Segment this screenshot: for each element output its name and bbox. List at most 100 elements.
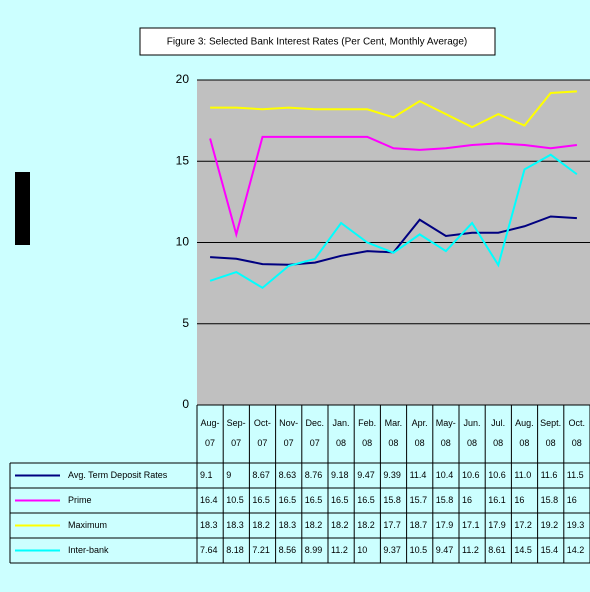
y-tick-label: 15 — [176, 153, 190, 167]
table-value: 9.47 — [357, 470, 375, 480]
table-value: 16.5 — [357, 495, 375, 505]
y-tick-label: 0 — [182, 397, 189, 411]
table-value: 15.8 — [436, 495, 454, 505]
table-value: 8.67 — [252, 470, 270, 480]
table-value: 8.18 — [226, 545, 244, 555]
x-tick-text: Aug. 08 — [515, 418, 534, 448]
table-value: 9 — [226, 470, 231, 480]
table-value: 9.18 — [331, 470, 349, 480]
x-tick-text: Oct-07 — [253, 418, 271, 448]
table-value: 9.39 — [383, 470, 401, 480]
table-value: 11.6 — [541, 470, 558, 480]
title-box — [139, 27, 496, 56]
x-tick-label: Aug. 08 — [515, 418, 534, 448]
table-value: 10.4 — [436, 470, 454, 480]
legend-label: Prime — [68, 495, 92, 505]
table-value: 17.9 — [488, 520, 506, 530]
table-value: 10.6 — [462, 470, 480, 480]
x-tick-text: Jul. 08 — [491, 418, 506, 448]
x-tick-label: Mar. 08 — [384, 418, 403, 448]
table-value: 10 — [357, 545, 367, 555]
x-tick-label: Dec. 07 — [305, 418, 325, 448]
table-value: 11.2 — [462, 545, 479, 555]
table-value: 15.7 — [410, 495, 428, 505]
table-value: 7.64 — [200, 545, 218, 555]
table-value: 17.2 — [514, 520, 532, 530]
table-value: 18.2 — [252, 520, 270, 530]
table-value: 19.3 — [567, 520, 585, 530]
table-value: 9.1 — [200, 470, 213, 480]
x-tick-label: Nov-07 — [279, 418, 299, 448]
table-value: 15.4 — [541, 545, 559, 555]
table-value: 11.5 — [567, 470, 584, 480]
x-tick-text: Apr. 08 — [411, 418, 428, 448]
table-value: 16.5 — [331, 495, 349, 505]
y-tick-label: 10 — [176, 235, 190, 249]
x-tick-text: Dec. 07 — [305, 418, 325, 448]
table-value: 9.47 — [436, 545, 454, 555]
table-value: 10.6 — [488, 470, 506, 480]
x-tick-label: Aug-07 — [200, 418, 220, 448]
table-value: 15.8 — [541, 495, 559, 505]
x-tick-label: Oct. 08 — [569, 418, 586, 448]
table-value: 16 — [567, 495, 577, 505]
x-tick-label: Jan. 08 — [332, 418, 350, 448]
x-tick-text: Mar. 08 — [384, 418, 403, 448]
x-tick-text: Feb. 08 — [358, 418, 377, 448]
x-tick-text: Jun. 08 — [463, 418, 481, 448]
table-value: 11.0 — [514, 470, 531, 480]
series-line — [210, 90, 577, 129]
table-value: 18.7 — [410, 520, 428, 530]
x-tick-text: Nov-07 — [279, 418, 299, 448]
series-line — [209, 135, 578, 239]
chart-title: Figure 3: Selected Bank Interest Rates (… — [167, 37, 468, 48]
table-value: 16.5 — [252, 495, 270, 505]
x-tick-text: Sep-07 — [226, 418, 246, 448]
table-value: 8.99 — [305, 545, 323, 555]
x-tick-label: Feb. 08 — [358, 418, 377, 448]
table-value: 16.4 — [200, 495, 218, 505]
legend-label: Inter-bank — [68, 545, 109, 555]
table-value: 8.63 — [279, 470, 297, 480]
x-tick-text: Jan. 08 — [332, 418, 350, 448]
table-value: 17.7 — [383, 520, 401, 530]
table-value: 10.5 — [226, 495, 244, 505]
y-tick-label: 20 — [176, 72, 190, 86]
x-tick-label: Jul. 08 — [491, 418, 506, 448]
x-tick-text: Sept. 08 — [540, 418, 562, 448]
table-value: 18.2 — [305, 520, 323, 530]
x-tick-label: Jun. 08 — [463, 418, 481, 448]
axis-label-block — [15, 172, 30, 245]
table-value: 14.5 — [514, 545, 532, 555]
x-tick-label: Sept. 08 — [540, 418, 562, 448]
x-tick-text: Aug-07 — [200, 418, 220, 448]
table-value: 16.5 — [279, 495, 297, 505]
table-value: 9.37 — [383, 545, 401, 555]
table-value: 8.76 — [305, 470, 323, 480]
table-value: 17.9 — [436, 520, 454, 530]
table-value: 16 — [514, 495, 524, 505]
x-tick-text: May-08 — [435, 418, 456, 448]
table-value: 18.3 — [226, 520, 244, 530]
legend-label: Avg. Term Deposit Rates — [68, 470, 168, 480]
legend-label: Maximum — [68, 520, 107, 530]
table-value: 10.5 — [410, 545, 428, 555]
table-value: 15.8 — [383, 495, 401, 505]
x-tick-label: Sep-07 — [226, 418, 246, 448]
x-tick-label: Oct-07 — [253, 418, 271, 448]
table-value: 18.2 — [331, 520, 349, 530]
table-value: 18.3 — [279, 520, 297, 530]
table-value: 18.2 — [357, 520, 375, 530]
table-value: 7.21 — [252, 545, 270, 555]
x-tick-label: Apr. 08 — [411, 418, 428, 448]
y-tick-label: 5 — [182, 316, 189, 330]
table-value: 14.2 — [567, 545, 585, 555]
table-value: 8.56 — [279, 545, 297, 555]
table-value: 17.1 — [462, 520, 480, 530]
table-value: 16.5 — [305, 495, 323, 505]
table-value: 8.61 — [488, 545, 506, 555]
table-value: 11.4 — [410, 470, 427, 480]
table-value: 11.2 — [331, 545, 348, 555]
x-tick-label: May-08 — [435, 418, 456, 448]
